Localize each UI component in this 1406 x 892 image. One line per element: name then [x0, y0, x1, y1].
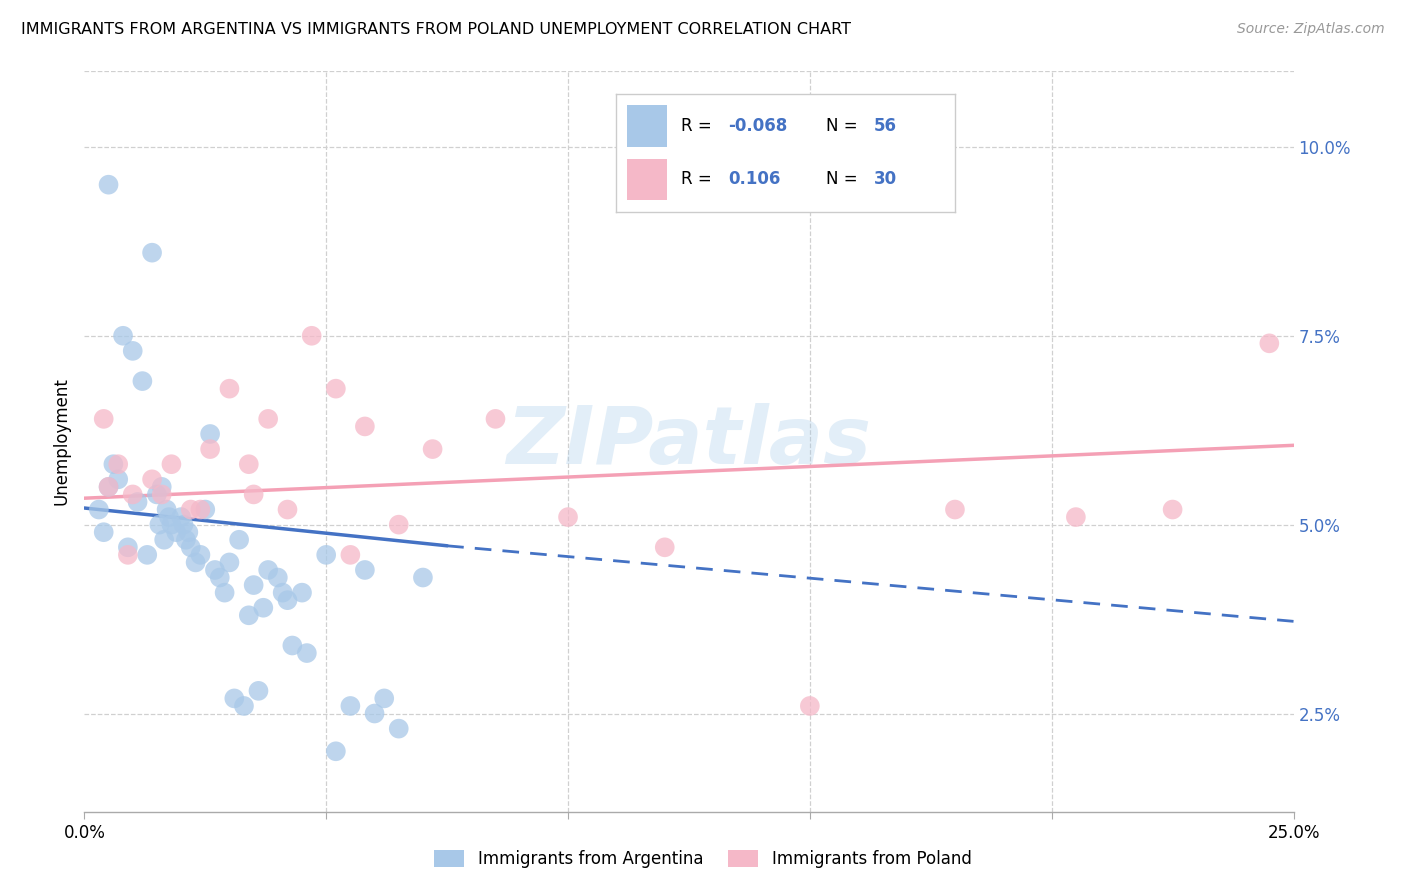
Point	[97, 480, 120, 494]
Point	[247, 683, 270, 698]
Point	[180, 541, 202, 555]
Point	[117, 548, 139, 562]
Point	[112, 328, 135, 343]
Point	[198, 427, 221, 442]
Point	[170, 510, 193, 524]
Point	[204, 563, 226, 577]
Point	[103, 457, 125, 471]
Point	[97, 480, 120, 494]
Point	[160, 457, 183, 471]
Point	[339, 548, 361, 562]
Point	[242, 487, 264, 501]
Legend: Immigrants from Argentina, Immigrants from Poland: Immigrants from Argentina, Immigrants fr…	[427, 843, 979, 875]
Point	[301, 328, 323, 343]
Point	[218, 382, 240, 396]
Point	[218, 556, 240, 570]
Y-axis label: Unemployment: Unemployment	[52, 377, 70, 506]
Point	[228, 533, 250, 547]
Point	[257, 412, 280, 426]
Point	[339, 698, 361, 713]
Point	[198, 442, 221, 456]
Point	[271, 585, 294, 599]
Point	[141, 472, 163, 486]
Point	[127, 495, 149, 509]
Point	[363, 706, 385, 721]
Point	[155, 502, 177, 516]
Point	[97, 178, 120, 192]
Point	[388, 722, 411, 736]
Point	[654, 541, 676, 555]
Point	[153, 533, 176, 547]
Text: ZIPatlas: ZIPatlas	[506, 402, 872, 481]
Point	[194, 502, 217, 516]
Point	[242, 578, 264, 592]
Point	[276, 502, 298, 516]
Point	[354, 419, 377, 434]
Point	[281, 639, 304, 653]
Point	[146, 487, 169, 501]
Point	[799, 698, 821, 713]
Point	[557, 510, 579, 524]
Point	[136, 548, 159, 562]
Point	[121, 487, 143, 501]
Point	[93, 525, 115, 540]
Point	[190, 502, 212, 516]
Point	[148, 517, 170, 532]
Point	[412, 570, 434, 584]
Point	[93, 412, 115, 426]
Point	[131, 374, 153, 388]
Point	[388, 517, 411, 532]
Point	[214, 585, 236, 599]
Point	[177, 525, 200, 540]
Point	[173, 517, 195, 532]
Point	[190, 548, 212, 562]
Point	[150, 480, 173, 494]
Point	[174, 533, 197, 547]
Point	[276, 593, 298, 607]
Point	[291, 585, 314, 599]
Point	[107, 457, 129, 471]
Point	[943, 502, 966, 516]
Point	[1258, 336, 1281, 351]
Point	[238, 608, 260, 623]
Point	[325, 382, 347, 396]
Point	[184, 556, 207, 570]
Point	[267, 570, 290, 584]
Point	[208, 570, 231, 584]
Text: IMMIGRANTS FROM ARGENTINA VS IMMIGRANTS FROM POLAND UNEMPLOYMENT CORRELATION CHA: IMMIGRANTS FROM ARGENTINA VS IMMIGRANTS …	[21, 22, 851, 37]
Point	[107, 472, 129, 486]
Point	[233, 698, 256, 713]
Point	[224, 691, 246, 706]
Point	[354, 563, 377, 577]
Point	[1064, 510, 1087, 524]
Point	[295, 646, 318, 660]
Point	[252, 600, 274, 615]
Point	[150, 487, 173, 501]
Point	[180, 502, 202, 516]
Point	[373, 691, 395, 706]
Point	[165, 525, 187, 540]
Point	[160, 517, 183, 532]
Point	[121, 343, 143, 358]
Point	[484, 412, 506, 426]
Point	[117, 541, 139, 555]
Point	[422, 442, 444, 456]
Point	[257, 563, 280, 577]
Text: Source: ZipAtlas.com: Source: ZipAtlas.com	[1237, 22, 1385, 37]
Point	[157, 510, 180, 524]
Point	[141, 245, 163, 260]
Point	[1161, 502, 1184, 516]
Point	[238, 457, 260, 471]
Point	[87, 502, 110, 516]
Point	[315, 548, 337, 562]
Point	[325, 744, 347, 758]
